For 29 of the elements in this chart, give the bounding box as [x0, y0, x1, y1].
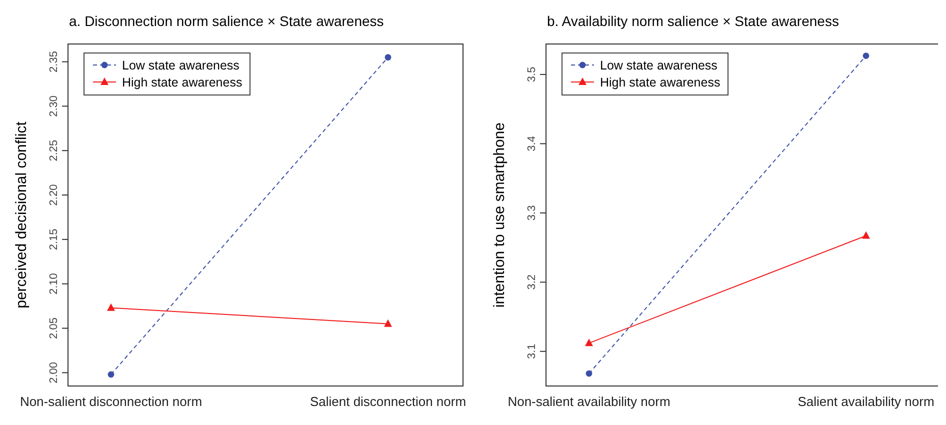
legend-label: High state awareness — [600, 76, 720, 90]
chart-title: a. Disconnection norm salience × State awareness — [69, 13, 384, 29]
y-tick-label: 3.5 — [526, 66, 538, 82]
y-tick-label: 2.10 — [48, 273, 60, 295]
y-tick-label: 2.25 — [48, 140, 60, 162]
y-tick-label: 3.4 — [526, 136, 538, 152]
legend-label: High state awareness — [122, 76, 242, 90]
y-tick-label: 3.1 — [526, 344, 538, 360]
point — [862, 52, 870, 59]
y-tick-label: 3.2 — [526, 274, 538, 290]
x-tick-label: Non-salient availability norm — [508, 394, 670, 409]
y-tick-label: 2.35 — [48, 51, 60, 72]
point — [586, 370, 592, 377]
y-tick-label: 2.30 — [48, 95, 60, 117]
legend-label: Low state awareness — [122, 58, 240, 72]
point — [108, 371, 114, 378]
legend-label: Low state awareness — [600, 58, 718, 72]
x-tick-label: Salient availability norm — [798, 394, 934, 409]
y-tick-label: 3.3 — [526, 205, 538, 221]
x-tick-label: Salient disconnection norm — [310, 394, 466, 409]
y-axis-title: perceived decisional conflict — [13, 120, 30, 308]
chart-title: b. Availability norm salience × State awareness — [547, 13, 839, 29]
y-tick-label: 2.15 — [48, 228, 60, 250]
y-tick-label: 2.05 — [48, 318, 60, 339]
y-axis-title: intention to use smartphone — [491, 122, 508, 308]
y-tick-label: 2.20 — [48, 184, 60, 206]
point — [384, 54, 392, 61]
x-tick-label: Non-salient disconnection norm — [20, 394, 202, 409]
y-tick-label: 2.00 — [48, 362, 60, 384]
